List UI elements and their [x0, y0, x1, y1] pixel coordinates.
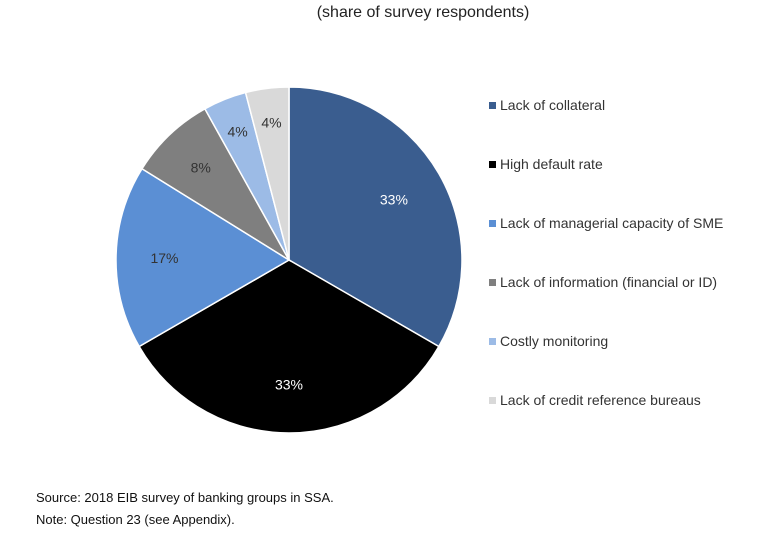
legend-swatch [489, 337, 496, 345]
pie-slice-2 [138, 259, 440, 434]
legend-swatch [489, 278, 496, 286]
legend-swatch [489, 160, 496, 168]
legend-label: Lack of credit reference bureaus [500, 392, 701, 408]
legend-swatch [489, 219, 496, 227]
legend-item-4: Lack of information (financial or ID) [489, 274, 717, 290]
legend-item-3: Lack of managerial capacity of SME [489, 215, 723, 231]
data-label-2: 33% [275, 377, 303, 393]
legend-label: Lack of managerial capacity of SME [500, 215, 724, 231]
question-note: Note: Question 23 (see Appendix). [36, 512, 235, 527]
legend-item-6: Lack of credit reference bureaus [489, 392, 701, 408]
footnotes: Source: 2018 EIB survey of banking group… [36, 487, 334, 531]
legend-label: Lack of collateral [500, 97, 606, 113]
legend-label: Lack of information (financial or ID) [500, 274, 718, 290]
legend-label: High default rate [500, 156, 603, 172]
pie-slice-3 [115, 167, 291, 348]
legend-swatch [489, 396, 496, 404]
pie-slice-6 [244, 86, 290, 261]
legend-item-5: Costly monitoring [489, 333, 608, 349]
legend-label: Costly monitoring [500, 333, 609, 349]
data-label-1: 33% [380, 191, 408, 207]
pie-slice-1 [288, 86, 463, 348]
data-label-4: 8% [191, 159, 211, 175]
legend-item-2: High default rate [489, 156, 603, 172]
pie-slice-4 [140, 107, 292, 263]
data-label-3: 17% [150, 250, 178, 266]
chart-subtitle: (share of survey respondents) [316, 4, 530, 21]
data-label-6: 4% [261, 115, 281, 131]
legend-item-1: Lack of collateral [489, 97, 605, 113]
source-note: Source: 2018 EIB survey of banking group… [36, 490, 334, 505]
data-label-5: 4% [227, 124, 247, 140]
legend-swatch [489, 101, 496, 109]
